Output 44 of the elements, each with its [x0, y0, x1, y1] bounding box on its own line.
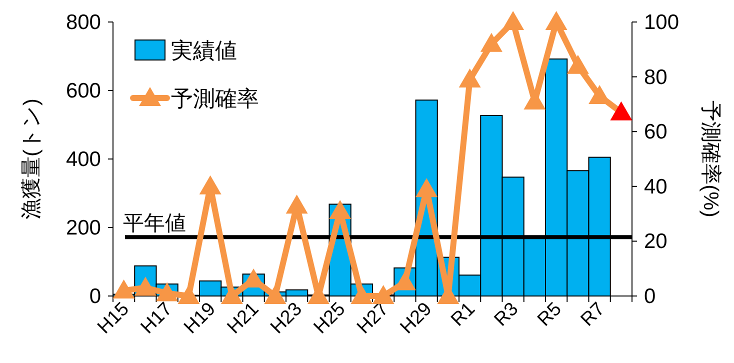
x-tick-label: H17	[137, 298, 177, 338]
x-tick-label: H21	[224, 298, 264, 338]
x-tick-label: R5	[534, 298, 566, 331]
x-tick-label: H25	[310, 298, 350, 338]
point	[480, 32, 502, 52]
y-tick-label: 400	[66, 148, 101, 171]
x-tick-label: R7	[577, 298, 610, 331]
point	[199, 175, 222, 194]
x-tick-label: R3	[490, 298, 523, 331]
legend-label: 予測確率	[171, 86, 259, 111]
point	[350, 285, 373, 304]
point	[286, 194, 308, 214]
legend-label: 実績値	[171, 38, 237, 63]
point	[329, 200, 352, 220]
y2-tick-label: 0	[644, 285, 656, 308]
point	[220, 285, 243, 304]
y-tick-label: 800	[66, 11, 101, 34]
y-tick-label: 600	[66, 80, 101, 102]
y-tick-label: 0	[89, 285, 101, 308]
point	[178, 285, 200, 304]
point	[502, 11, 524, 30]
point	[156, 282, 178, 302]
point	[112, 280, 135, 299]
x-tick-label: R1	[447, 298, 480, 331]
point	[416, 178, 438, 198]
point	[566, 54, 589, 74]
y2-tick-label: 20	[644, 230, 668, 254]
x-tick-label: H19	[180, 298, 220, 338]
x-tick-label: H23	[266, 298, 306, 338]
ref-line-label: 平年値	[123, 212, 186, 236]
y2-tick-label: 80	[644, 66, 668, 89]
point	[264, 285, 286, 304]
y2-tick-label: 60	[644, 120, 668, 144]
y2-axis-title: 予測確率(%)	[699, 100, 722, 218]
y2-tick-label: 40	[644, 175, 668, 198]
point	[458, 68, 481, 88]
y-axis-title: 漁獲量(トン)	[20, 98, 43, 220]
point	[610, 101, 632, 120]
point	[545, 11, 568, 30]
point	[372, 285, 394, 304]
y-tick-label: 200	[66, 216, 101, 240]
y2-tick-label: 100	[644, 11, 680, 34]
x-tick-label: H27	[353, 298, 393, 338]
x-tick-label: H29	[396, 298, 436, 338]
